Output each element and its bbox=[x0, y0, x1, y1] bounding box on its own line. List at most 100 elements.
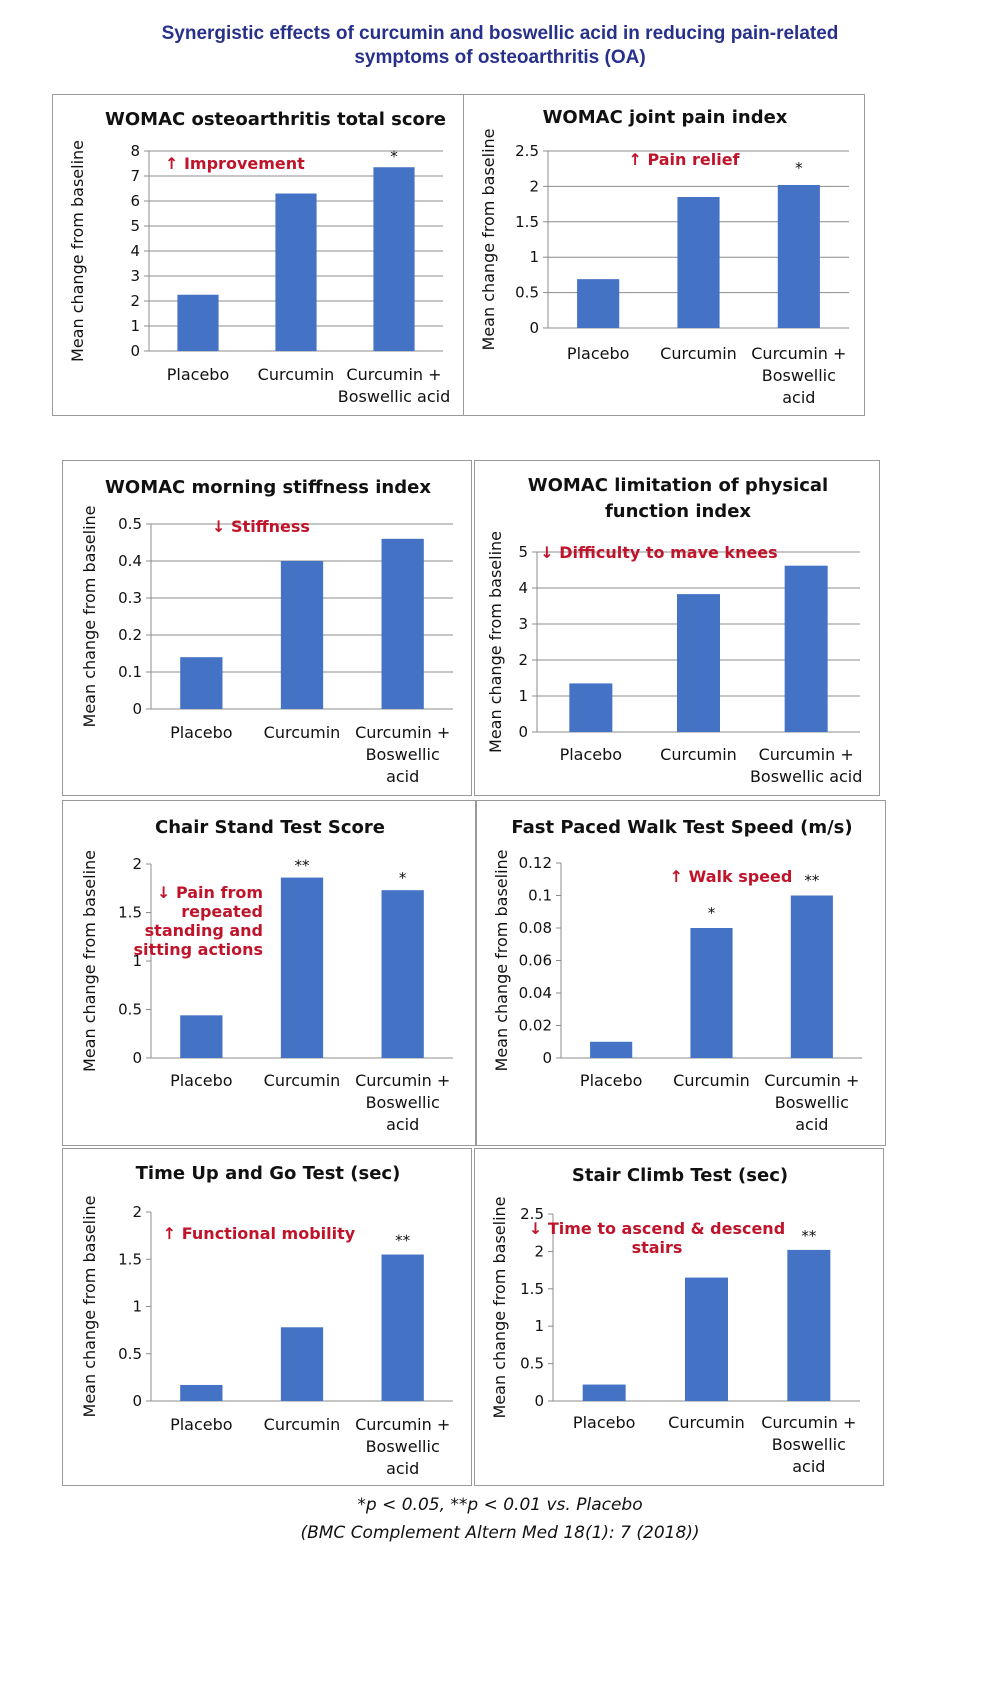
y-tick-label: 2.5 bbox=[520, 1205, 544, 1223]
x-category-label: acid bbox=[386, 1115, 419, 1134]
annotation-text: ↓ Pain from bbox=[157, 883, 263, 902]
annotation-text: sitting actions bbox=[133, 940, 263, 959]
annotation-text: stairs bbox=[632, 1238, 683, 1257]
x-category-label: Curcumin bbox=[258, 365, 335, 384]
x-category-label: Boswellic bbox=[775, 1093, 849, 1112]
y-tick-label: 1.5 bbox=[118, 1250, 142, 1268]
y-tick-label: 0.2 bbox=[118, 626, 142, 644]
x-category-label: Placebo bbox=[170, 723, 232, 742]
x-category-label: Curcumin + bbox=[761, 1413, 856, 1432]
x-category-label: Curcumin bbox=[660, 344, 737, 363]
bar bbox=[787, 1249, 831, 1401]
bar bbox=[280, 1327, 324, 1401]
chart-title: WOMAC limitation of physical bbox=[528, 475, 828, 496]
bar bbox=[582, 1384, 626, 1401]
x-category-label: Placebo bbox=[167, 365, 229, 384]
significance-marker: ** bbox=[295, 857, 311, 875]
y-tick-label: 0.1 bbox=[118, 663, 142, 681]
y-tick-label: 2 bbox=[130, 292, 140, 310]
y-tick-label: 7 bbox=[130, 167, 140, 185]
y-axis-label: Mean change from baseline bbox=[486, 531, 505, 753]
chart-title: WOMAC morning stiffness index bbox=[105, 477, 431, 498]
citation-footnote: (BMC Complement Altern Med 18(1): 7 (201… bbox=[300, 1523, 700, 1543]
significance-footnote: *p < 0.05, **p < 0.01 vs. Placebo bbox=[357, 1495, 643, 1515]
bar bbox=[381, 890, 424, 1058]
y-tick-label: 1.5 bbox=[515, 213, 539, 231]
x-category-label: Placebo bbox=[573, 1413, 635, 1432]
y-tick-label: 3 bbox=[518, 615, 528, 633]
x-category-label: Curcumin + bbox=[355, 723, 450, 742]
y-tick-label: 2.5 bbox=[515, 142, 539, 160]
y-tick-label: 0.5 bbox=[520, 1355, 544, 1373]
y-tick-label: 0.12 bbox=[519, 854, 552, 872]
y-tick-label: 0 bbox=[542, 1049, 552, 1067]
bar bbox=[784, 565, 828, 732]
y-axis-label: Mean change from baseline bbox=[68, 140, 87, 362]
y-tick-label: 1 bbox=[529, 248, 539, 266]
annotation-text: repeated bbox=[181, 902, 263, 921]
x-category-label: Boswellic acid bbox=[750, 767, 862, 786]
x-category-label: Boswellic bbox=[762, 366, 836, 385]
y-tick-label: 1 bbox=[132, 1298, 142, 1316]
chart-title: WOMAC osteoarthritis total score bbox=[105, 109, 446, 130]
annotation-text: ↑ Improvement bbox=[165, 154, 305, 173]
y-tick-label: 0.5 bbox=[118, 1345, 142, 1363]
annotation-text: ↑ Functional mobility bbox=[163, 1224, 356, 1243]
chart-title: Chair Stand Test Score bbox=[155, 817, 385, 838]
x-category-label: Boswellic bbox=[366, 1093, 440, 1112]
y-tick-label: 0.5 bbox=[118, 515, 142, 533]
x-category-label: Boswellic bbox=[366, 745, 440, 764]
x-category-label: Curcumin + bbox=[751, 344, 846, 363]
y-tick-label: 0 bbox=[534, 1392, 544, 1410]
y-tick-label: 2 bbox=[534, 1242, 544, 1260]
y-axis-label: Mean change from baseline bbox=[80, 506, 99, 728]
chart-svg: Fast Paced Walk Test Speed (m/s) 0 0.02 0.0… bbox=[492, 817, 862, 1134]
y-axis-label: Mean change from baseline bbox=[80, 850, 99, 1072]
y-tick-label: 1 bbox=[130, 317, 140, 335]
y-tick-label: 1 bbox=[534, 1317, 544, 1335]
x-category-label: Curcumin bbox=[673, 1071, 750, 1090]
chart-svg: WOMAC limitation of physical function ind… bbox=[486, 475, 862, 786]
y-tick-label: 2 bbox=[132, 1203, 142, 1221]
chart-panel-stair-climb: Stair Climb Test (sec) 0 0.5 1 1.5 2 2.5 Mean c… bbox=[474, 1148, 884, 1486]
x-category-label: Boswellic bbox=[772, 1435, 846, 1454]
y-tick-label: 2 bbox=[518, 651, 528, 669]
x-category-label: Curcumin + bbox=[355, 1071, 450, 1090]
chart-panel-womac-pain: WOMAC joint pain index 0 0.5 1 1.5 2 2.5 Mean c… bbox=[463, 94, 865, 416]
chart-panel-womac-stiffness: WOMAC morning stiffness index 0 0.1 0.2 0.3 0… bbox=[62, 460, 472, 796]
bar bbox=[381, 1254, 424, 1401]
bar bbox=[685, 1277, 728, 1401]
y-axis-label: Mean change from baseline bbox=[490, 1197, 509, 1419]
chart-panel-womac-function: WOMAC limitation of physical function ind… bbox=[474, 460, 880, 796]
chart-panel-chair-stand: Chair Stand Test Score 0 0.5 1 1.5 2 Mean chan… bbox=[62, 800, 476, 1146]
x-category-label: Boswellic bbox=[366, 1437, 440, 1456]
x-category-label: acid bbox=[386, 767, 419, 786]
x-category-label: Curcumin + bbox=[759, 745, 854, 764]
significance-marker: ** bbox=[395, 1232, 411, 1250]
y-tick-label: 0.08 bbox=[519, 919, 552, 937]
bar bbox=[381, 538, 424, 709]
y-tick-label: 3 bbox=[130, 267, 140, 285]
bar bbox=[180, 1015, 223, 1058]
bar bbox=[577, 279, 620, 328]
y-tick-label: 1.5 bbox=[118, 904, 142, 922]
y-tick-label: 1 bbox=[132, 952, 142, 970]
bar bbox=[777, 184, 820, 328]
x-category-label: Curcumin bbox=[264, 723, 341, 742]
bar bbox=[590, 1041, 633, 1058]
significance-marker: * bbox=[795, 159, 803, 177]
chart-title: function index bbox=[605, 501, 751, 522]
x-category-label: Placebo bbox=[560, 745, 622, 764]
y-tick-label: 0 bbox=[518, 723, 528, 741]
x-category-label: acid bbox=[782, 388, 815, 407]
y-tick-label: 6 bbox=[130, 192, 140, 210]
chart-panel-walk-speed: Fast Paced Walk Test Speed (m/s) 0 0.02 0.0… bbox=[476, 800, 886, 1146]
y-tick-label: 0.04 bbox=[519, 984, 552, 1002]
annotation-text: ↓ Difficulty to mave knees bbox=[540, 543, 777, 562]
x-category-label: Curcumin + bbox=[346, 365, 441, 384]
y-tick-label: 2 bbox=[529, 177, 539, 195]
chart-svg: WOMAC morning stiffness index 0 0.1 0.2 0.3 0… bbox=[80, 477, 453, 786]
significance-marker: ** bbox=[801, 1227, 817, 1245]
bar bbox=[280, 877, 324, 1058]
annotation-text: ↑ Walk speed bbox=[670, 867, 793, 886]
